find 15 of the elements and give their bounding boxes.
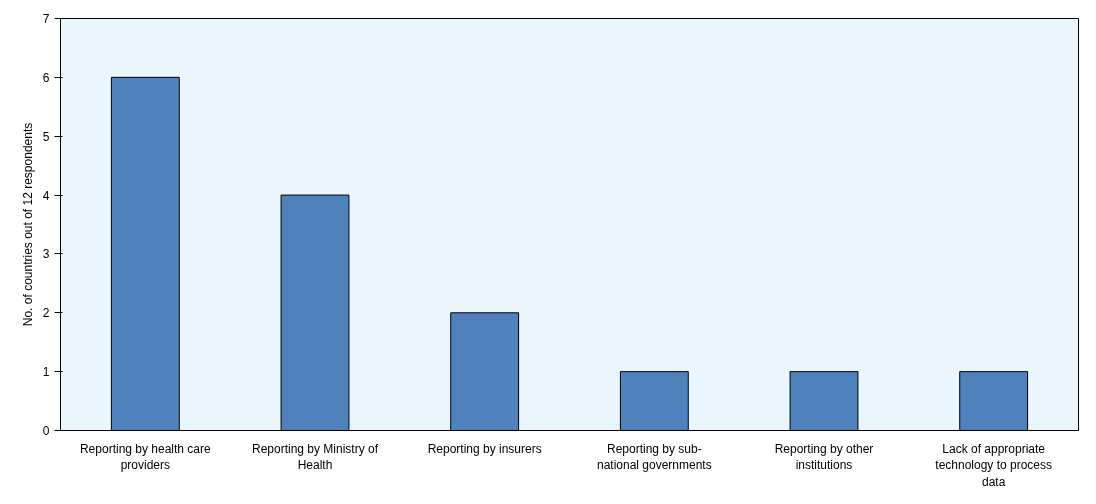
x-tick-label: Reporting by Ministry of Health — [251, 441, 379, 473]
y-tick-label: 2 — [42, 306, 50, 321]
x-tick-label: Reporting by other institutions — [774, 441, 874, 473]
y-tick-label: 3 — [42, 247, 50, 262]
y-tick-label: 5 — [42, 129, 50, 144]
y-tick-label: 6 — [42, 70, 50, 85]
y-tick-label: 7 — [42, 12, 50, 26]
y-tick-label: 1 — [42, 365, 50, 380]
x-tick-label: Reporting by health care providers — [79, 441, 212, 473]
y-tick-label: 0 — [42, 424, 50, 438]
y-tick-label: 4 — [42, 188, 50, 203]
y-axis-title: No. of countries out of 12 respondents — [20, 122, 35, 327]
x-tick-label: Lack of appropriate technology to process data — [935, 441, 1053, 490]
x-tick-label: Reporting by sub-national governments — [596, 441, 712, 473]
x-tick-label: Reporting by insurers — [427, 441, 542, 456]
